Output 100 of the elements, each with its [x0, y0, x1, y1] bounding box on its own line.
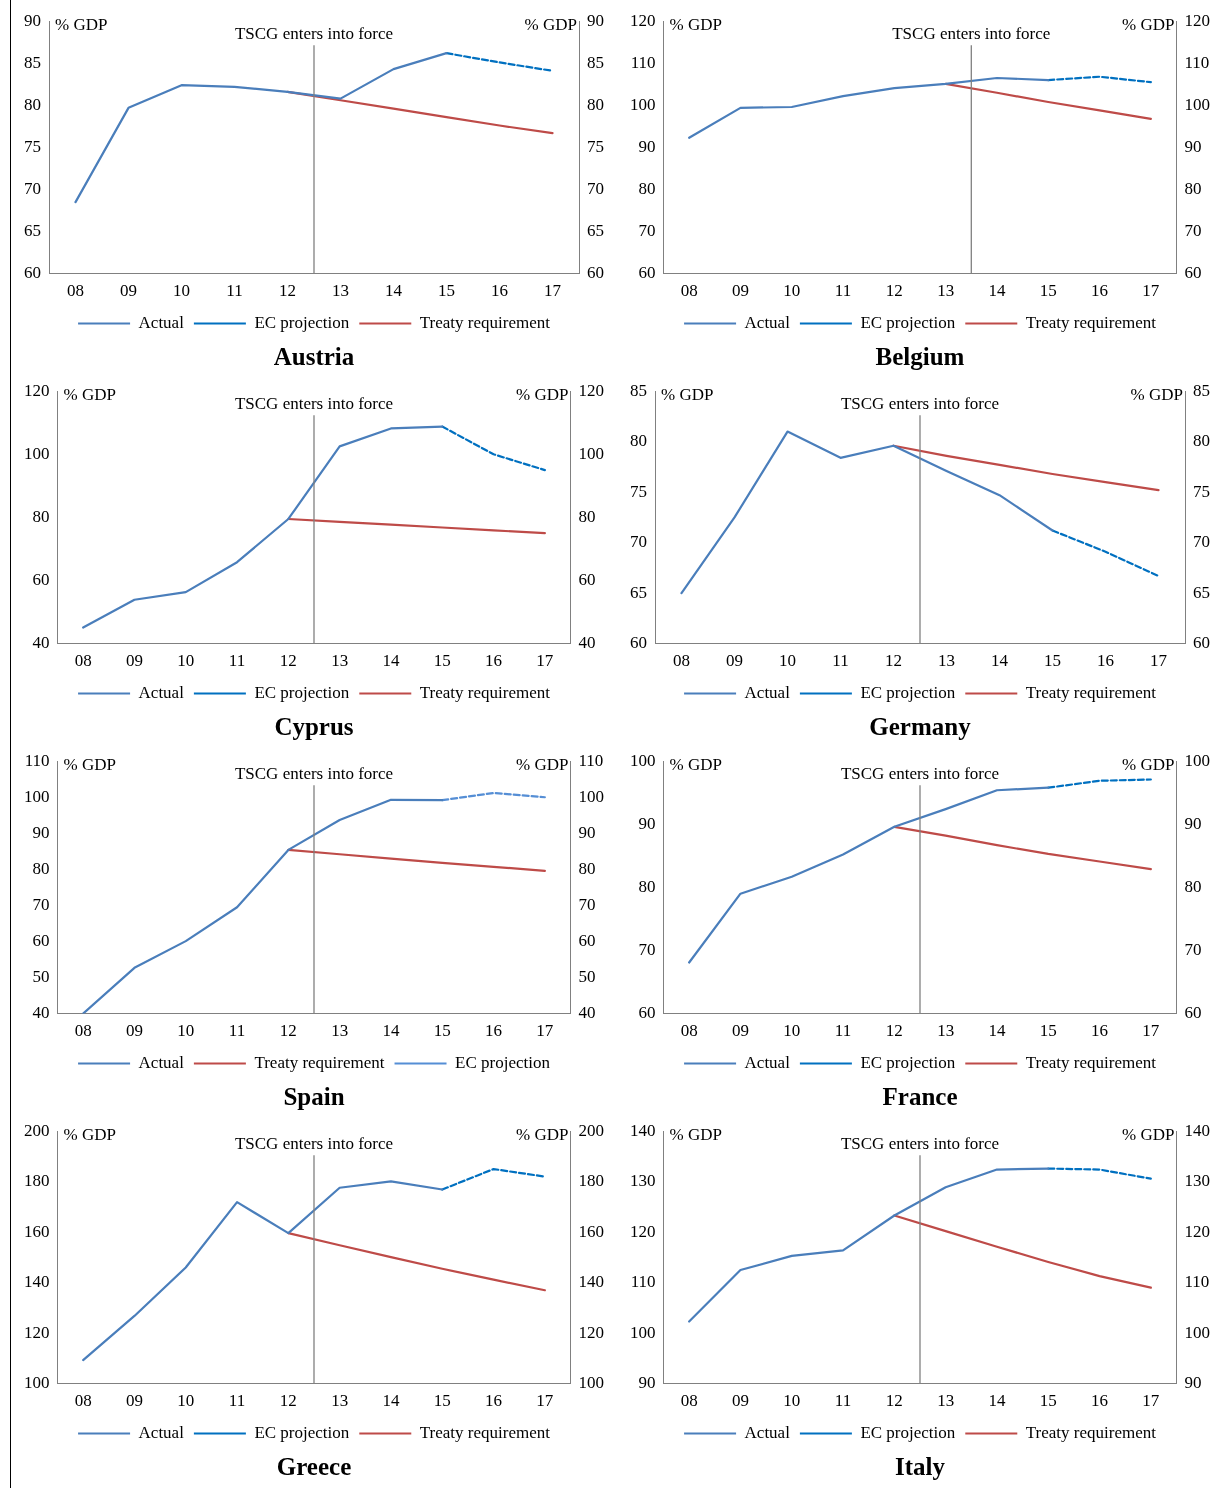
x-tick-label: 11: [228, 1391, 246, 1411]
y2-axis-title: % GDP: [516, 1125, 569, 1145]
y2-tick-label: 65: [587, 221, 604, 240]
y2-tick-label: 90: [1184, 813, 1202, 833]
y2-tick-label: 110: [1184, 1272, 1210, 1292]
ref-line-label: TSCG enters into force: [234, 1134, 394, 1154]
x-tick-label: 09: [125, 1021, 143, 1041]
legend-label: Actual: [744, 1052, 791, 1072]
x-tick-label: 13: [331, 1021, 349, 1041]
y-tick-label: 60: [32, 569, 50, 589]
legend-label: EC projection: [254, 312, 350, 332]
x-tick-label: 10: [177, 651, 195, 671]
x-tick-label: 15: [433, 1391, 451, 1411]
y2-axis-title: % GDP: [1122, 1125, 1175, 1145]
x-tick-label: 11: [834, 1021, 852, 1041]
x-tick-label: 09: [731, 1391, 749, 1411]
y-tick-label: 90: [638, 136, 656, 156]
x-tick-label: 15: [1044, 651, 1061, 671]
y-tick-label: 90: [638, 1373, 656, 1393]
y2-tick-label: 180: [578, 1171, 604, 1191]
y-tick-label: 140: [630, 1120, 656, 1140]
y-tick-label: 60: [638, 1003, 656, 1023]
y2-tick-label: 40: [578, 1003, 596, 1023]
legend-label: Treaty requirement: [1025, 1422, 1157, 1442]
y2-tick-label: 90: [1184, 1373, 1202, 1393]
x-tick-label: 15: [438, 281, 455, 301]
y-axis-title: % GDP: [63, 385, 116, 405]
y-tick-label: 70: [638, 221, 656, 240]
x-tick-label: 13: [937, 281, 955, 301]
legend-label: EC projection: [254, 1422, 350, 1442]
y-tick-label: 80: [32, 858, 50, 878]
y-tick-label: 85: [24, 52, 41, 72]
y2-tick-label: 70: [1184, 939, 1202, 959]
x-tick-label: 11: [832, 651, 849, 671]
x-tick-label: 14: [382, 1021, 400, 1041]
x-tick-label: 11: [228, 1021, 246, 1041]
y2-tick-label: 60: [1193, 633, 1210, 653]
legend-label: EC projection: [860, 1422, 956, 1442]
legend-label: EC projection: [860, 1052, 956, 1072]
x-tick-label: 12: [279, 1391, 297, 1411]
x-tick-label: 13: [937, 1021, 955, 1041]
y2-tick-label: 100: [1184, 750, 1210, 770]
x-tick-label: 08: [74, 1391, 92, 1411]
y-tick-label: 110: [24, 750, 50, 770]
y2-tick-label: 70: [1193, 532, 1210, 552]
y-tick-label: 100: [24, 443, 50, 463]
y-tick-label: 75: [24, 136, 41, 156]
x-tick-label: 16: [485, 1021, 503, 1041]
x-tick-label: 16: [485, 1391, 503, 1411]
y2-tick-label: 80: [578, 506, 596, 526]
x-tick-label: 08: [680, 1021, 698, 1041]
y-tick-label: 50: [32, 967, 50, 987]
x-tick-label: 17: [1150, 651, 1168, 671]
x-tick-label: 16: [1091, 281, 1109, 301]
y2-tick-label: 120: [1184, 10, 1210, 30]
text: Cyprus: [274, 713, 354, 741]
y-tick-label: 120: [630, 10, 656, 30]
y-tick-label: 70: [32, 894, 50, 914]
x-tick-label: 08: [673, 651, 690, 671]
y2-tick-label: 100: [1184, 1322, 1210, 1342]
x-tick-label: 10: [783, 1021, 801, 1041]
x-tick-label: 08: [74, 651, 92, 671]
x-tick-label: 11: [834, 1391, 852, 1411]
x-tick-label: 16: [491, 281, 508, 301]
ref-line-label: TSCG enters into force: [892, 24, 1051, 44]
legend-label: Treaty requirement: [254, 1052, 385, 1072]
text: Italy: [895, 1453, 946, 1481]
x-tick-label: 17: [544, 281, 562, 301]
x-tick-label: 12: [885, 1021, 903, 1041]
x-tick-label: 10: [177, 1391, 195, 1411]
y-tick-label: 100: [630, 1322, 656, 1342]
x-tick-label: 12: [885, 281, 903, 301]
y2-tick-label: 140: [1184, 1120, 1210, 1140]
x-tick-label: 08: [67, 281, 84, 301]
x-tick-label: 17: [1142, 1391, 1160, 1411]
y2-tick-label: 60: [578, 569, 596, 589]
y-tick-label: 80: [638, 178, 656, 198]
x-tick-label: 11: [226, 281, 243, 301]
legend-label: Actual: [744, 312, 791, 332]
y-tick-label: 130: [630, 1171, 656, 1191]
x-tick-label: 13: [938, 651, 955, 671]
legend-label: Actual: [138, 312, 185, 332]
x-tick-label: 12: [279, 281, 296, 301]
x-tick-label: 08: [680, 1391, 698, 1411]
y-axis-title: % GDP: [661, 385, 714, 405]
x-tick-label: 16: [1097, 651, 1114, 671]
y2-tick-label: 80: [1184, 876, 1202, 896]
x-tick-label: 08: [680, 281, 698, 301]
y2-tick-label: 110: [1184, 52, 1210, 72]
legend-label: Actual: [138, 682, 185, 702]
x-tick-label: 15: [433, 1021, 451, 1041]
y-tick-label: 80: [24, 94, 41, 114]
x-tick-label: 14: [988, 281, 1006, 301]
y-tick-label: 90: [24, 10, 41, 30]
y-tick-label: 70: [24, 178, 41, 198]
x-tick-label: 13: [332, 281, 349, 301]
y2-tick-label: 100: [578, 1373, 604, 1393]
legend-label: Treaty requirement: [419, 1422, 551, 1442]
legend-label: EC projection: [860, 682, 956, 702]
y2-tick-label: 80: [1184, 178, 1202, 198]
